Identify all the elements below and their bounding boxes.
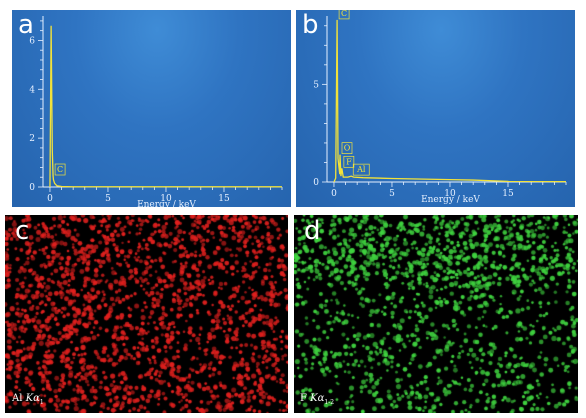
f-map-label: F Kα1-2: [300, 393, 334, 406]
peak-label: F: [346, 157, 352, 166]
al-map-canvas: [5, 215, 288, 413]
y-tick-label: 2: [29, 134, 35, 144]
x-axis-label: Energy / keV: [421, 195, 480, 205]
y-tick-label: 0: [29, 183, 35, 193]
x-tick-label: 0: [331, 189, 337, 199]
x-tick-label: 15: [502, 189, 514, 199]
x-tick-label: 15: [218, 194, 230, 204]
al-map-element: Al: [12, 393, 23, 404]
al-map-sub: 1: [39, 399, 44, 406]
y-tick-label: 6: [29, 36, 35, 46]
peak-label: C: [341, 10, 347, 18]
peak-label-box: [54, 163, 66, 176]
peak-label-box: [352, 163, 370, 176]
f-map-canvas: [294, 215, 578, 413]
al-map-label: Al Kα1: [12, 393, 44, 406]
al-map-line: Kα: [25, 393, 40, 404]
x-tick-label: 10: [160, 194, 172, 204]
panel-letter-d: d: [304, 216, 321, 246]
panel-letter-c: c: [15, 216, 30, 246]
spectrum-plot-a: 0 5 10 15 0 2 4 6 Energy / keV C: [29, 16, 283, 207]
y-tick-label: 4: [29, 85, 35, 95]
spectrum-plot-b: 0 5 10 15 0 5 Energy / keV C OF Al: [313, 10, 567, 205]
spectrum-panel-b: 0 5 10 15 0 5 Energy / keV C O F Al b: [296, 10, 575, 207]
y-tick-label: 5: [313, 80, 319, 90]
x-tick-label: 5: [105, 194, 111, 204]
x-tick-label: 0: [47, 194, 53, 204]
panel-letter-b: b: [302, 10, 319, 40]
peak-label: O: [344, 144, 351, 153]
spectrum-panel-a: 0 5 10 15 0 2 4 6 Energy / keV C a: [12, 10, 291, 207]
f-element-map: d F Kα1-2: [294, 215, 578, 413]
y-tick-label: 0: [313, 178, 319, 188]
spectrum-trace: [49, 25, 282, 188]
panel-letter-a: a: [18, 10, 34, 40]
peak-label-box: [338, 10, 350, 20]
spectrum-trace: [333, 19, 567, 183]
f-map-element: F: [300, 393, 307, 404]
peak-label-box: [341, 142, 353, 155]
f-map-line: Kα: [310, 393, 325, 404]
x-tick-label: 5: [389, 189, 395, 199]
peak-label: Al: [356, 165, 366, 174]
peak-label-box: [343, 155, 355, 168]
x-axis-label: Energy / keV: [137, 200, 196, 207]
al-element-map: c Al Kα1: [5, 215, 288, 413]
f-map-sub: 1-2: [324, 399, 335, 406]
x-tick-label: 10: [444, 189, 456, 199]
peak-label: C: [57, 165, 63, 174]
